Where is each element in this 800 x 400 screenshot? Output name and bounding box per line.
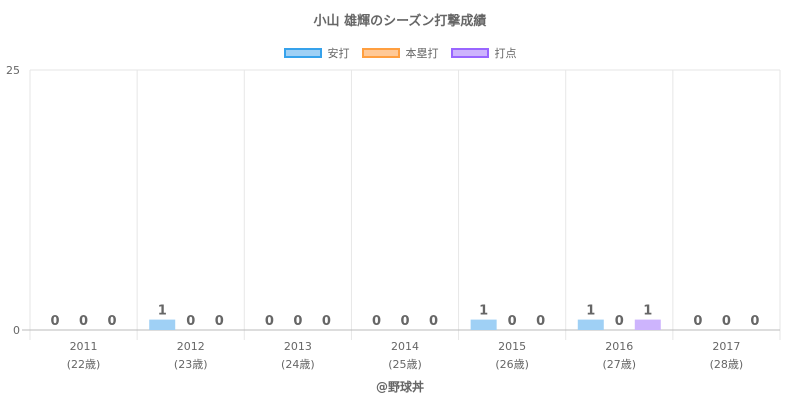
legend-item-rbi[interactable]: 打点 [450, 45, 517, 61]
data-label: 0 [536, 314, 545, 329]
data-label: 1 [586, 304, 595, 319]
data-label: 0 [722, 314, 731, 329]
x-tick-sublabel: (24歳) [281, 358, 315, 371]
bar [470, 319, 497, 330]
x-tick-label: 2015 [498, 340, 526, 353]
data-label: 0 [51, 314, 60, 329]
x-tick-label: 2011 [70, 340, 98, 353]
x-tick-sublabel: (27歳) [602, 358, 636, 371]
legend-label-homeruns: 本塁打 [405, 47, 439, 60]
bar [634, 319, 661, 330]
legend-swatch-homeruns [361, 48, 400, 58]
bar [149, 319, 176, 330]
data-label: 0 [293, 314, 302, 329]
x-tick-label: 2016 [605, 340, 633, 353]
x-tick-sublabel: (28歳) [710, 358, 744, 371]
x-tick-label: 2013 [284, 340, 312, 353]
x-tick-sublabel: (22歳) [67, 358, 101, 371]
data-label: 0 [750, 314, 759, 329]
bar [577, 319, 604, 330]
x-tick-sublabel: (25歳) [388, 358, 422, 371]
data-label: 0 [265, 314, 274, 329]
x-tick-label: 2014 [391, 340, 419, 353]
legend-swatch-rbi [450, 48, 489, 58]
y-tick-label: 0 [13, 324, 20, 337]
footer-credit: @野球丼 [375, 380, 424, 394]
x-tick-label: 2017 [712, 340, 740, 353]
x-tick-label: 2012 [177, 340, 205, 353]
chart-title: 小山 雄輝のシーズン打撃成績 [313, 14, 487, 29]
x-tick-sublabel: (23歳) [174, 358, 208, 371]
data-label: 1 [158, 304, 167, 319]
legend-swatch-hits [283, 48, 322, 58]
data-label: 0 [372, 314, 381, 329]
data-label: 0 [508, 314, 517, 329]
data-label: 0 [693, 314, 702, 329]
legend-item-homeruns[interactable]: 本塁打 [361, 45, 439, 61]
data-label: 0 [108, 314, 117, 329]
legend: 安打 本塁打 打点 [0, 45, 800, 61]
data-label: 0 [186, 314, 195, 329]
data-label: 0 [322, 314, 331, 329]
data-label: 0 [429, 314, 438, 329]
y-tick-label: 25 [6, 64, 20, 77]
data-label: 0 [615, 314, 624, 329]
legend-label-rbi: 打点 [494, 47, 517, 60]
data-label: 1 [643, 304, 652, 319]
legend-label-hits: 安打 [327, 47, 350, 60]
legend-item-hits[interactable]: 安打 [283, 45, 350, 61]
data-label: 0 [215, 314, 224, 329]
data-label: 1 [479, 304, 488, 319]
x-tick-sublabel: (26歳) [495, 358, 529, 371]
data-label: 0 [79, 314, 88, 329]
data-label: 0 [400, 314, 409, 329]
